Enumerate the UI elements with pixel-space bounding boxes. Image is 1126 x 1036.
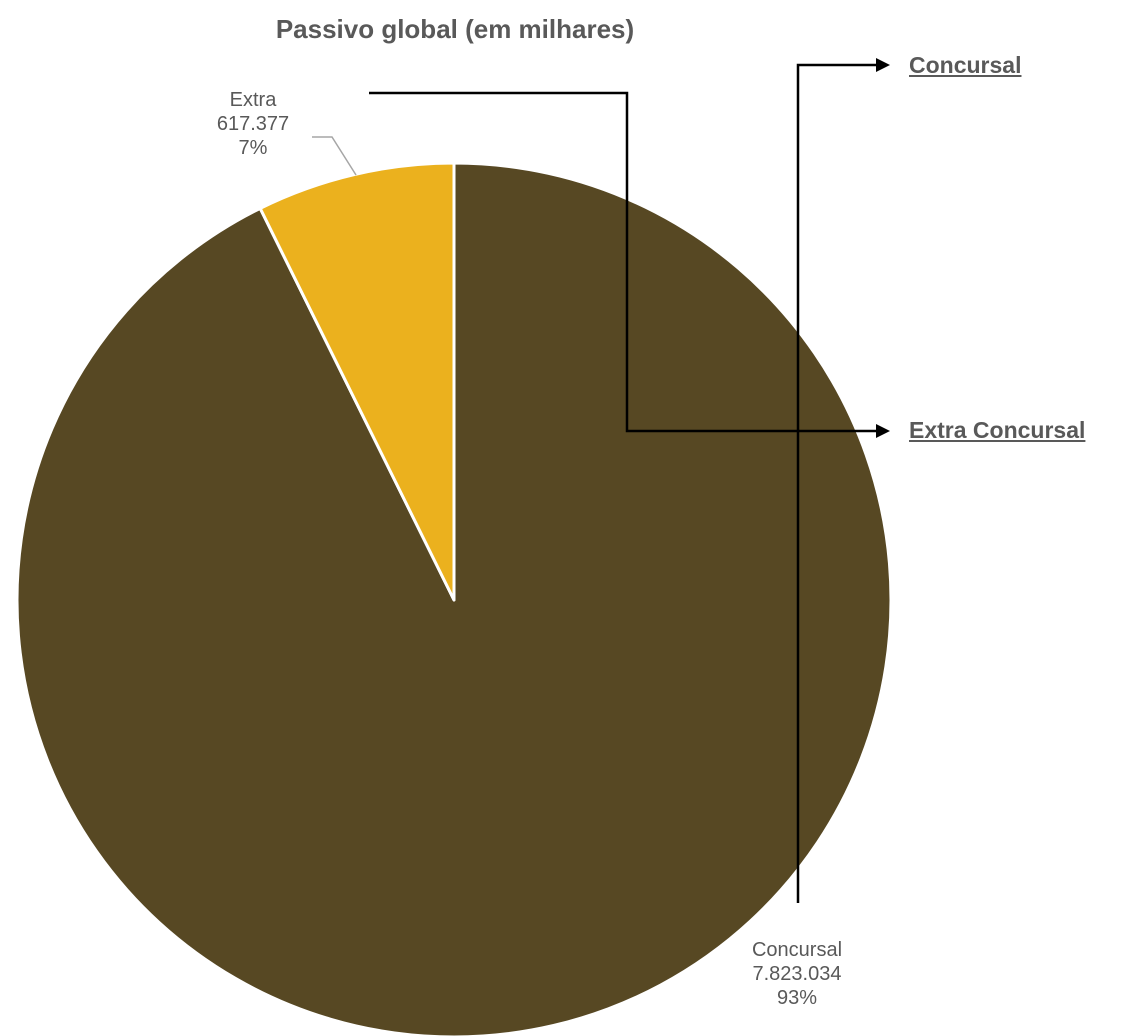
chart-title: Passivo global (em milhares)	[275, 14, 635, 44]
data-label-concursal-name: Concursal	[751, 939, 843, 961]
data-label-extra-percent: 7%	[238, 137, 268, 159]
leader-line-extra	[312, 136, 357, 176]
connector-line-concursal	[796, 63, 876, 903]
legend-link-extra-concursal[interactable]: Extra Concursal	[909, 417, 1086, 443]
data-label-extra-name: Extra	[229, 89, 277, 111]
legend-connectors	[369, 58, 890, 903]
legend-link-concursal[interactable]: Concursal	[909, 52, 1022, 78]
connector-line-extra-concursal	[369, 91, 876, 433]
data-label-extra: Extra 617.377 7%	[206, 88, 300, 160]
data-label-concursal-percent: 93%	[776, 987, 818, 1009]
arrow-head-concursal	[876, 58, 890, 72]
data-label-extra-value: 617.377	[216, 113, 290, 135]
data-label-concursal: Concursal 7.823.034 93%	[735, 938, 859, 1010]
arrow-head-extra-concursal	[876, 424, 890, 438]
pie-slice-extra	[258, 161, 456, 602]
pie-slice-concursal	[15, 161, 893, 1036]
data-label-concursal-value: 7.823.034	[752, 963, 842, 985]
